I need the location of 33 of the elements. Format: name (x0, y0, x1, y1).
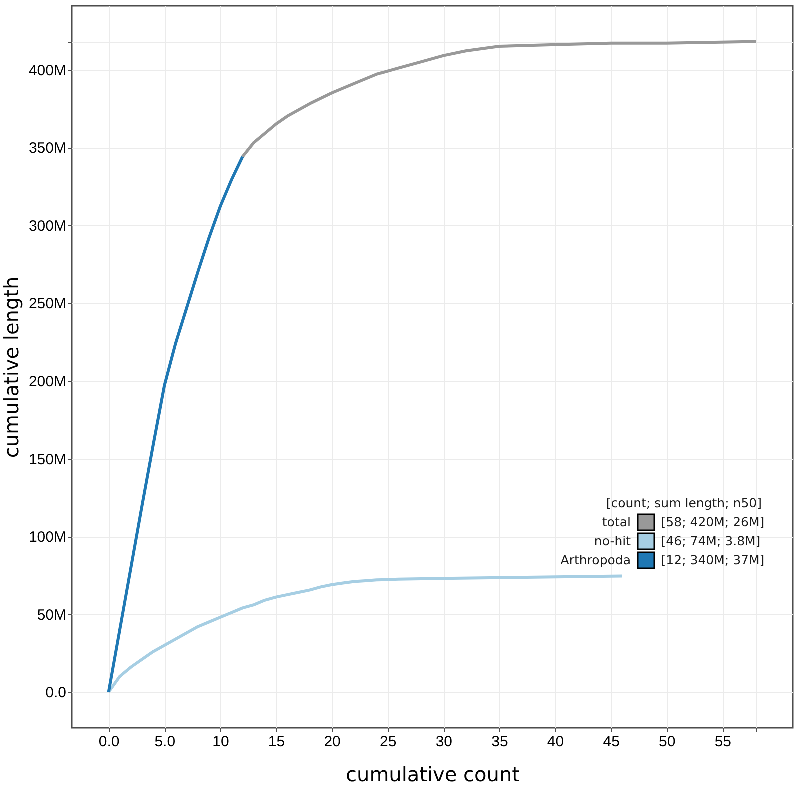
line-series (107, 574, 624, 694)
x-tick-label: 45 (603, 734, 620, 750)
x-axis-title: cumulative count (346, 762, 520, 786)
x-tick-label: 20 (324, 734, 341, 750)
y-tick-label: 300M (28, 218, 66, 235)
y-tick-label: 350M (28, 140, 66, 158)
x-tick-label: 10 (212, 734, 230, 750)
x-tick-label: 25 (380, 734, 397, 750)
line-series (107, 155, 244, 694)
x-tick-label: 15 (268, 734, 286, 750)
x-tick-label: 5.0 (154, 734, 176, 750)
y-tick-label: 0.0 (46, 684, 66, 702)
annotation: [12; 340M; 37M] (661, 552, 765, 568)
y-tick-label: 400M (28, 62, 66, 80)
y-tick-label: 200M (28, 374, 66, 391)
y-tick-label: 150M (28, 451, 66, 468)
y-axis-title: cumulative length (0, 276, 24, 458)
y-tick-label: 100M (28, 529, 66, 546)
x-tick-label: 30 (436, 734, 453, 750)
legend-label: Arthropoda (560, 552, 631, 568)
legend-title: [count; sum length; n50] (606, 495, 762, 510)
x-tick-label: 35 (492, 734, 508, 750)
legend-label: total (602, 514, 631, 530)
x-tick-label: 0.0 (98, 734, 120, 750)
legend-label: no-hit (594, 533, 632, 548)
x-tick-label: 55 (714, 734, 732, 750)
annotation: [58; 420M; 26M] (661, 514, 765, 530)
y-tick-label: 250M (28, 296, 66, 313)
x-tick-label: 50 (659, 734, 676, 750)
line-series (241, 40, 758, 158)
y-tick-label: 50M (37, 606, 66, 624)
annotation: [46; 74M; 3.8M] (661, 533, 761, 548)
x-tick-label: 40 (547, 734, 564, 750)
